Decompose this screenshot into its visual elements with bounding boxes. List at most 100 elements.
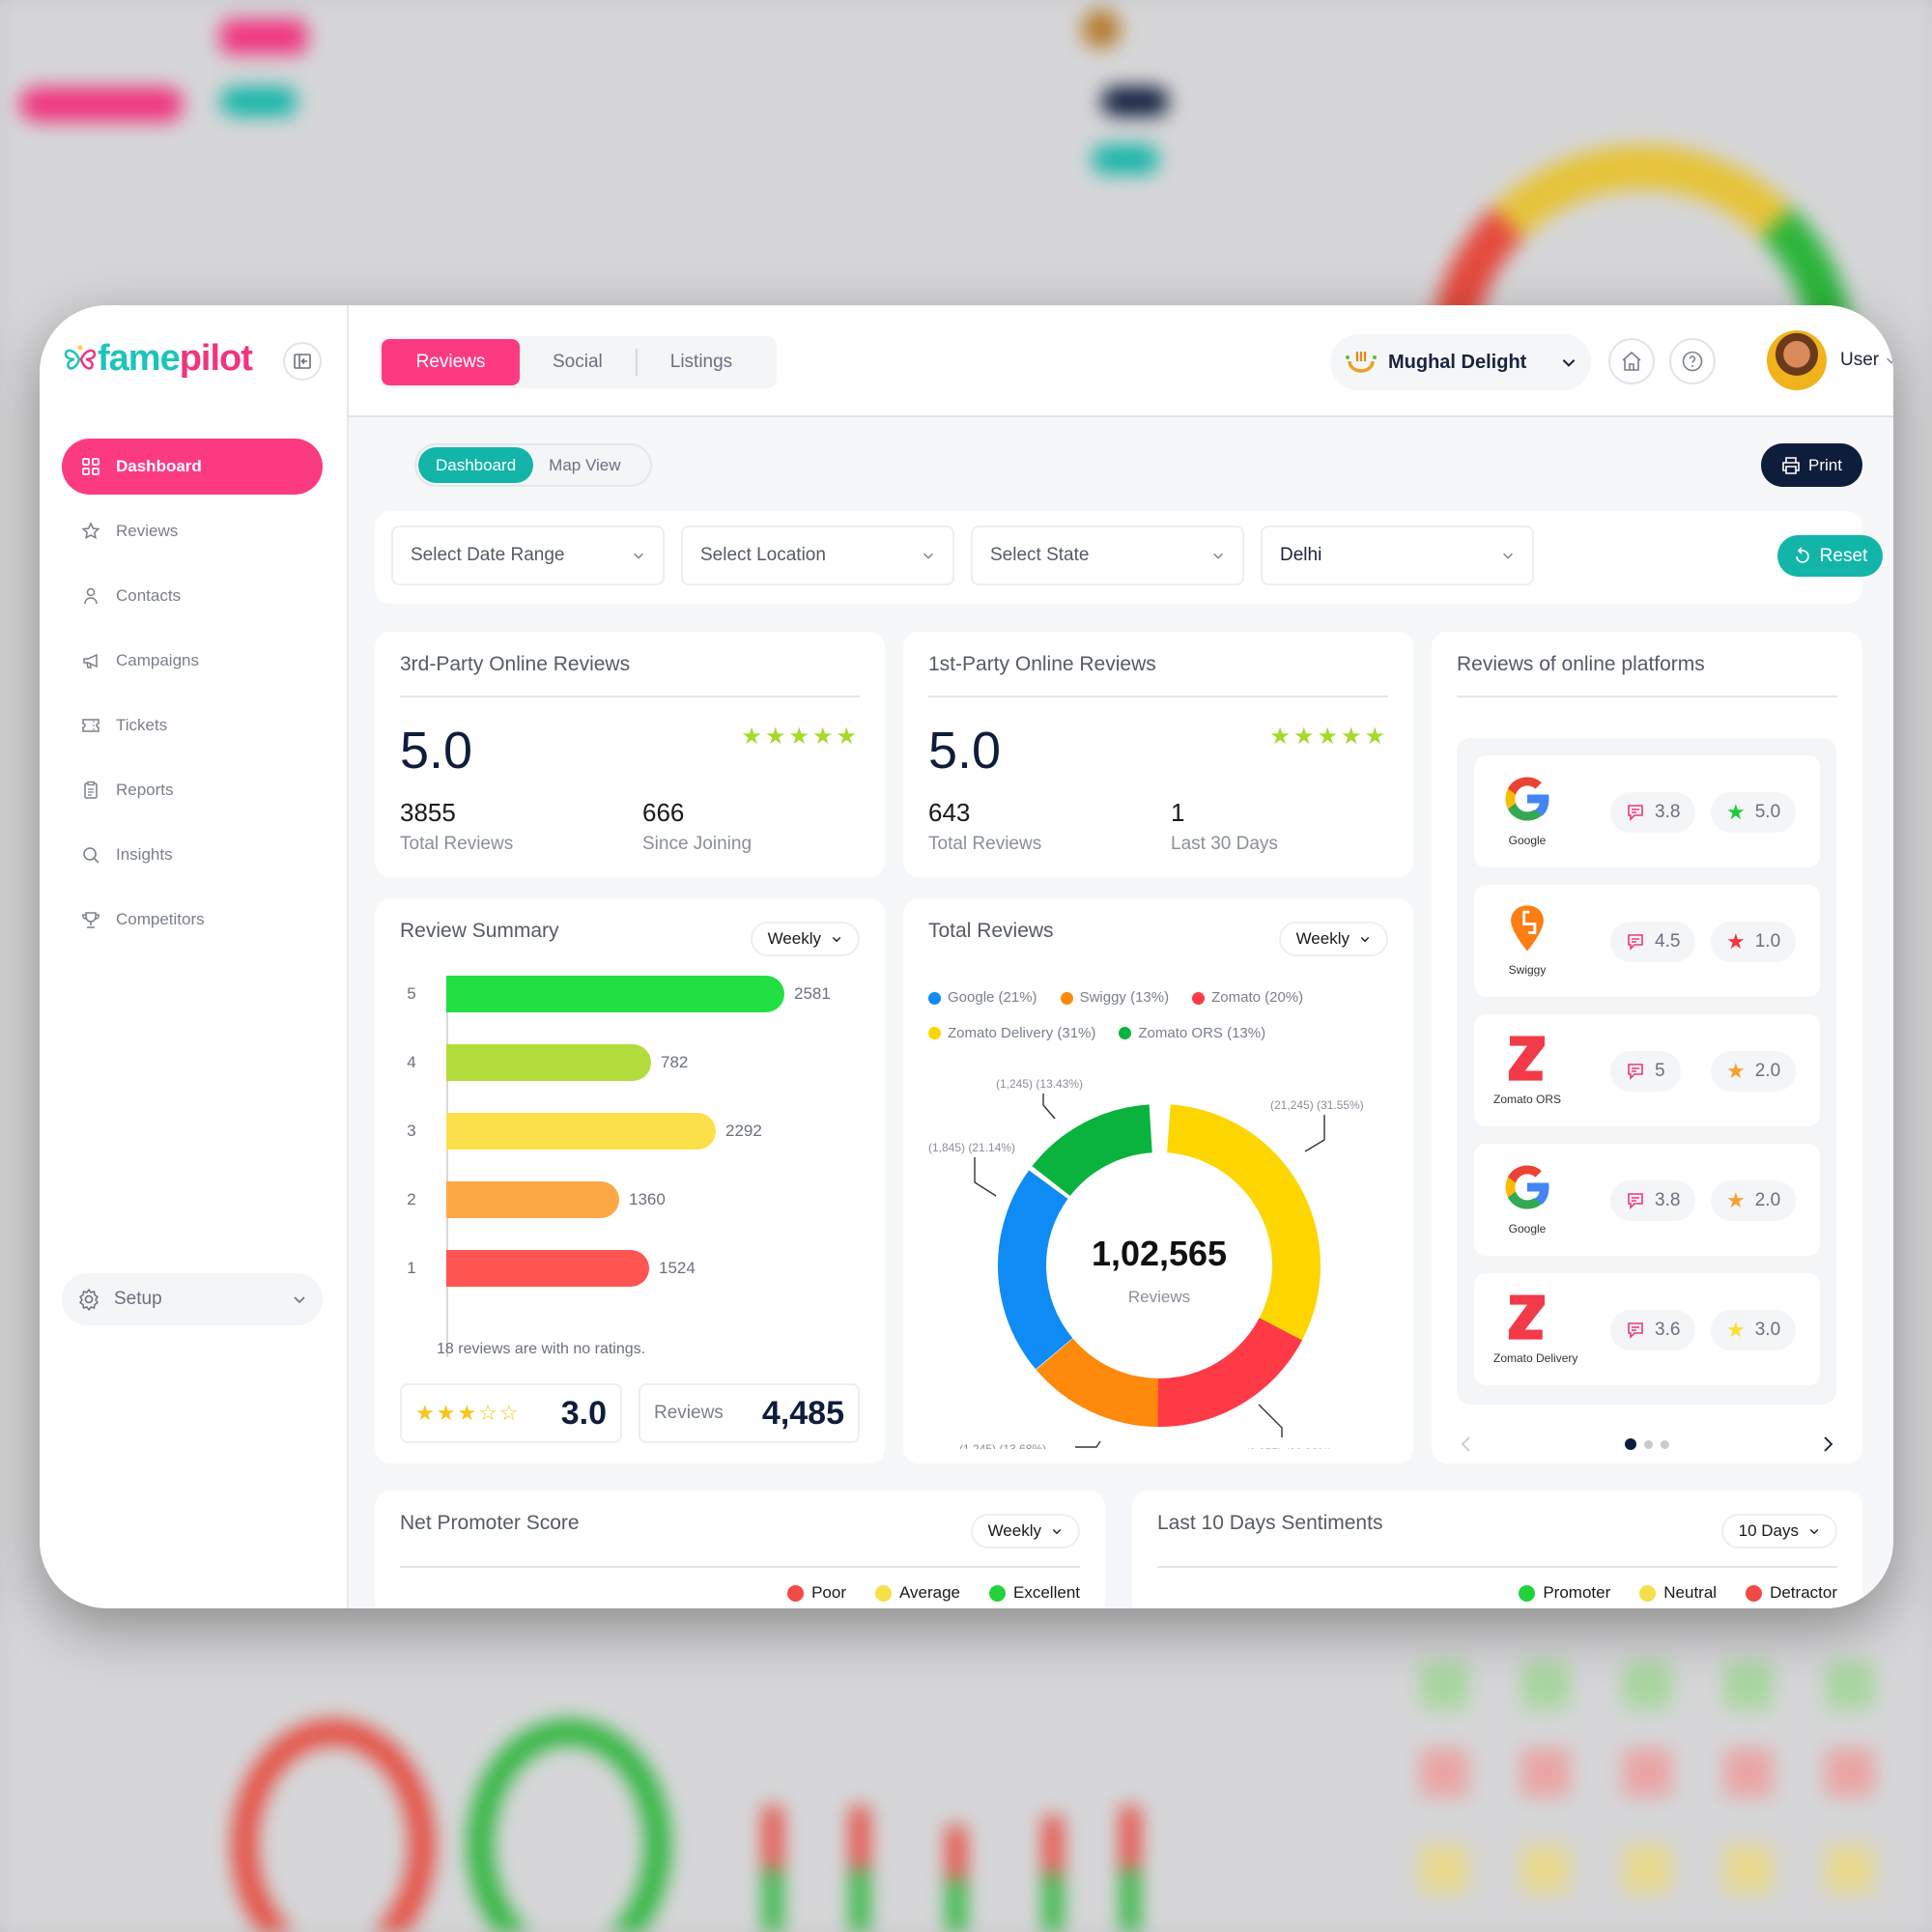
chevron-down-icon (1360, 937, 1370, 943)
platform-name: Zomato ORS (1493, 1093, 1562, 1106)
platform-card-zomato-delivery[interactable]: Zomato Delivery 3.6 ★ 3.0 (1474, 1273, 1820, 1385)
tab-listings[interactable]: Listings (669, 352, 733, 372)
google-logo: Google (1493, 773, 1561, 847)
sidebar-item-label: Reviews (116, 522, 179, 540)
chevron-down-icon (634, 553, 643, 559)
sidebar-item-label: Campaigns (116, 651, 199, 669)
help-button[interactable] (1669, 338, 1716, 384)
bar-value: 2292 (725, 1122, 762, 1140)
bar (446, 976, 784, 1012)
star-rating-icon: ★★★★★ (741, 724, 860, 750)
main-content: Reviews Social Listings Mughal Delight U… (349, 305, 1893, 1608)
date-range-select[interactable]: Select Date Range (391, 526, 665, 585)
location-select[interactable]: Select Location (681, 526, 954, 585)
google-logo: Google (1493, 1161, 1561, 1236)
page-dot[interactable] (1661, 1439, 1669, 1449)
platform-card-google[interactable]: Google 3.8 ★ 5.0 (1474, 755, 1820, 867)
rating-pill: ★ 2.0 (1711, 1051, 1797, 1092)
setup-dropdown[interactable]: Setup (62, 1273, 323, 1325)
state-select[interactable]: Select State (971, 526, 1244, 585)
zomato-icon (1508, 1036, 1545, 1081)
average-rating-value: 3.0 (560, 1394, 607, 1432)
total-reviews-value: 3855 (400, 798, 456, 827)
brand-name-fame: fame (98, 338, 181, 379)
toggle-map-view[interactable]: Map View (549, 455, 621, 474)
chart-axis (446, 976, 448, 1357)
platform-card-zomato-ors[interactable]: Zomato ORS 5 ★ 2.0 (1474, 1014, 1820, 1126)
tab-social[interactable]: Social (553, 352, 603, 372)
third-party-reviews-card: 3rd-Party Online Reviews 5.0 ★★★★★ 3855 … (375, 632, 885, 877)
donut-legend: Google (21%) Swiggy (13%) Zomato (20%) Zoma… (928, 981, 1373, 1052)
sidebar-item-insights[interactable]: Insights (62, 827, 323, 883)
star-icon: ★ (1726, 1188, 1746, 1212)
user-menu[interactable]: User (1840, 350, 1893, 371)
pagination-dots (1625, 1438, 1669, 1450)
sidebar-item-campaigns[interactable]: Campaigns (62, 633, 323, 689)
sidebar-item-label: Dashboard (116, 457, 202, 475)
card-title: 1st-Party Online Reviews (928, 653, 1156, 675)
svg-text:Reviews: Reviews (1128, 1288, 1190, 1306)
chevron-right-icon[interactable] (1818, 1435, 1837, 1454)
legend-item: Zomato (20%) (1192, 981, 1303, 1014)
sidebar-item-dashboard[interactable]: Dashboard (62, 439, 323, 495)
period-value: Weekly (1295, 929, 1350, 948)
period-dropdown[interactable]: Weekly (750, 922, 860, 956)
toggle-dashboard[interactable]: Dashboard (418, 447, 534, 483)
reply-score-pill: 5 (1610, 1051, 1681, 1092)
page-dot[interactable] (1644, 1439, 1653, 1449)
platform-card-swiggy[interactable]: Swiggy 4.5 ★ 1.0 (1474, 885, 1820, 997)
chevron-down-icon (1562, 359, 1576, 367)
chevron-down-icon (1503, 553, 1513, 559)
star-icon (81, 522, 100, 540)
donut-chart: 1,02,565 Reviews (1,245) (13.43%) (21,24… (928, 1077, 1364, 1449)
sidebar-item-competitors[interactable]: Competitors (62, 892, 323, 948)
period-dropdown[interactable]: Weekly (1278, 922, 1388, 956)
since-joining-label: Since Joining (642, 834, 753, 854)
card-title: Net Promoter Score (400, 1512, 580, 1534)
tab-reviews[interactable]: Reviews (382, 339, 520, 385)
divider (400, 1566, 1080, 1568)
bar-label: 3 (407, 1122, 416, 1140)
sidebar-item-tickets[interactable]: Tickets (62, 697, 323, 753)
page-dot[interactable] (1625, 1438, 1636, 1450)
business-selector[interactable]: Mughal Delight (1330, 334, 1591, 390)
setup-label: Setup (114, 1289, 162, 1309)
star-rating-icon: ★★★★★ (1269, 724, 1388, 750)
chat-icon (1628, 1193, 1643, 1209)
platform-card-google[interactable]: Google 3.8 ★ 2.0 (1474, 1144, 1820, 1256)
sidebar-item-reviews[interactable]: Reviews (62, 503, 323, 559)
rating-pill: ★ 3.0 (1711, 1310, 1797, 1350)
first-party-reviews-card: 1st-Party Online Reviews 5.0 ★★★★★ 643 T… (903, 632, 1413, 877)
bar-4-star: 4 782 (400, 1044, 688, 1081)
period-dropdown[interactable]: 10 Days (1720, 1514, 1837, 1548)
famepilot-logo[interactable]: fame pilot (63, 338, 253, 380)
bar (446, 1250, 649, 1287)
legend-item: Google (21%) (928, 981, 1037, 1014)
sidebar-item-reports[interactable]: Reports (62, 762, 323, 818)
location-value: Select Location (700, 545, 826, 565)
print-button[interactable]: Print (1761, 443, 1862, 487)
period-dropdown[interactable]: Weekly (970, 1514, 1080, 1548)
chevron-down-icon (1052, 1529, 1062, 1535)
printer-icon (1782, 456, 1800, 474)
rating-value: 5.0 (400, 722, 473, 780)
card-title: 3rd-Party Online Reviews (400, 653, 631, 675)
google-icon (1505, 1165, 1549, 1209)
review-summary-card: Review Summary Weekly 5 2581 4 782 3 2292 2… (375, 898, 885, 1463)
chevron-left-icon[interactable] (1457, 1435, 1476, 1454)
home-button[interactable] (1608, 338, 1655, 384)
swiggy-icon (1511, 905, 1544, 952)
chevron-down-icon (294, 1296, 305, 1304)
platform-list: Google 3.8 ★ 5.0 Swiggy 4.5 ★ 1.0 (1457, 738, 1836, 1405)
collapse-sidebar-button[interactable] (283, 342, 322, 381)
avatar[interactable] (1767, 330, 1827, 390)
google-icon (1505, 777, 1549, 821)
bar-value: 782 (661, 1053, 689, 1071)
reset-button[interactable]: Reset (1777, 535, 1883, 577)
divider (400, 696, 860, 697)
total-reviews-value: 643 (928, 798, 971, 827)
city-select[interactable]: Delhi (1261, 526, 1534, 585)
sidebar-item-contacts[interactable]: Contacts (62, 568, 323, 624)
total-reviews-box: Reviews 4,485 (639, 1383, 860, 1443)
star-rating-icon: ★★★☆☆ (415, 1401, 521, 1425)
